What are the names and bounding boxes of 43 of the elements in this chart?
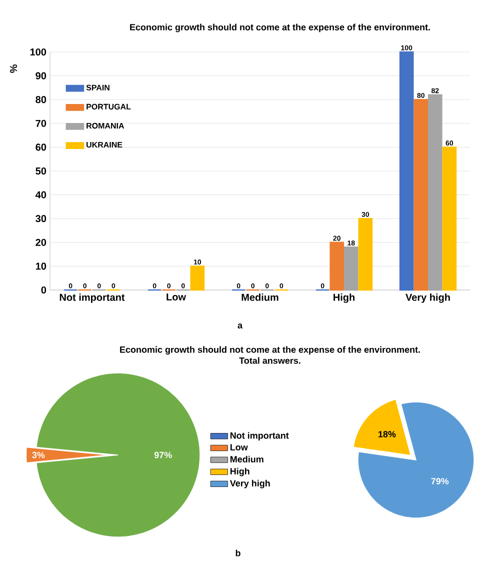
y-tick-label: 70: [36, 120, 46, 127]
bar: [414, 98, 428, 291]
y-tick-label: 0: [41, 286, 46, 294]
legend-label: Medium: [230, 456, 264, 462]
y-tick-label: 50: [36, 167, 46, 175]
y-tick-label: 60: [36, 144, 46, 151]
bar: [399, 51, 414, 291]
y-tick-label: 80: [36, 96, 46, 104]
bar: [442, 146, 457, 291]
x-tick-label: Low: [166, 294, 186, 300]
legend-label: High: [230, 468, 250, 476]
x-tick-label: Medium: [242, 294, 278, 301]
bar: [358, 218, 373, 291]
x-tick-label: Very high: [406, 294, 450, 303]
chart-title: Economic growth should not come at the expense of the environment.: [130, 24, 430, 32]
data-label: 97%: [154, 452, 172, 458]
y-tick-label: 40: [36, 191, 46, 198]
text: b: [236, 550, 240, 556]
legend-label: Very high: [230, 480, 270, 488]
bar: [344, 246, 358, 291]
bar: [330, 242, 344, 291]
text: a: [238, 324, 243, 328]
legend-label: ROMANIA: [86, 122, 124, 129]
data-label: 79%: [431, 478, 449, 484]
y-tick-label: 100: [30, 48, 46, 56]
data-label: 3%: [32, 452, 45, 458]
text: Total answers.: [239, 357, 300, 364]
legend-label: UKRAINE: [86, 142, 122, 148]
y-axis-title: %: [10, 64, 18, 73]
legend-label: PORTUGAL: [86, 104, 131, 110]
legend-label: SPAIN: [86, 84, 110, 90]
legend-label: Not important: [230, 432, 289, 440]
x-tick-label: High: [334, 294, 354, 303]
legend-label: Low: [230, 444, 248, 450]
y-tick-label: 20: [36, 238, 46, 246]
x-tick-label: Not important: [60, 294, 125, 303]
data-label: 18%: [378, 431, 396, 438]
bar: [428, 94, 442, 291]
bar: [190, 266, 205, 291]
y-tick-label: 90: [36, 72, 46, 80]
y-tick-label: 30: [36, 215, 46, 222]
text: Economic growth should not come at the expense of the environment.: [120, 346, 420, 355]
y-tick-label: 10: [36, 262, 46, 270]
